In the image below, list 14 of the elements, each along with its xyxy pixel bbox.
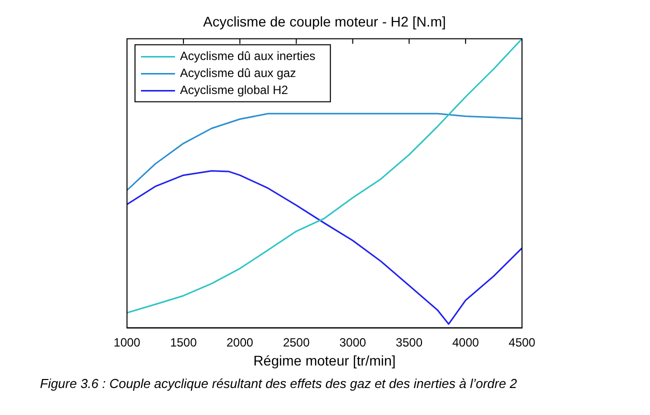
x-tick-label: 1500 [170,335,198,350]
x-tick-label: 1000 [114,335,141,350]
legend-label: Acyclisme global H2 [180,83,288,98]
x-tick-label: 3000 [339,335,366,350]
caption: Figure 3.6 : Couple acyclique résultant des effets des gaz et des inerties à l’ordre 2 [40,376,517,391]
x-tick-label: 2500 [282,335,310,350]
x-tick-label: 2000 [226,335,254,350]
legend-label: Acyclisme dû aux inerties [180,49,316,64]
x-tick-label: 4000 [452,335,480,350]
x-tick-label: 4500 [508,335,536,350]
legend-label: Acyclisme dû aux gaz [180,66,296,80]
x-axis-title: Régime moteur [tr/min] [253,352,396,368]
x-tick-label: 3500 [396,335,423,350]
chart-title: Acyclisme de couple moteur - H2 [N.m] [203,13,446,30]
